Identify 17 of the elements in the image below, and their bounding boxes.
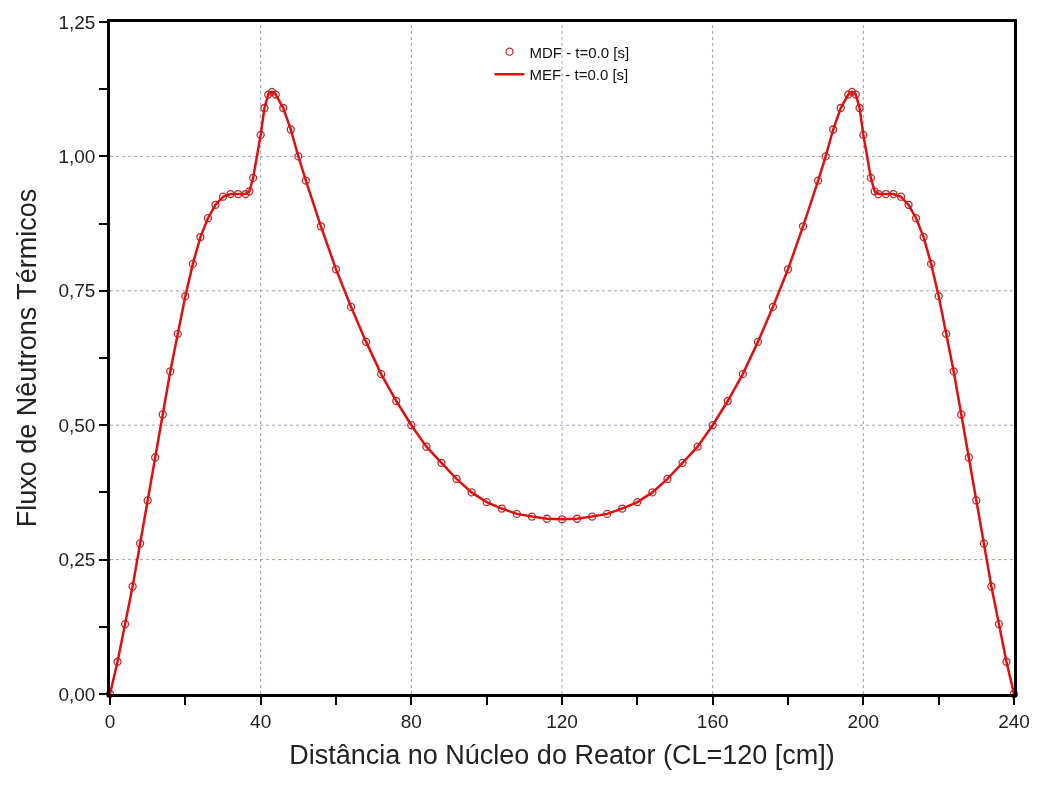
y-tick-label: 1,25 — [58, 11, 96, 33]
y-tick-label: 0,75 — [58, 280, 96, 302]
x-tick-label: 240 — [998, 710, 1030, 732]
x-tick-label: 160 — [696, 710, 729, 732]
x-tick-label: 40 — [250, 710, 272, 732]
y-tick-label: 0,00 — [58, 683, 96, 705]
legend-label: MEF - t=0.0 [s] — [529, 66, 629, 84]
x-axis-title: Distância no Núcleo do Reator (CL=120 [cm]) — [289, 739, 835, 770]
x-tick-label: 200 — [847, 710, 880, 732]
x-tick-label: 120 — [546, 710, 578, 732]
y-axis-title: Fluxo de Nêutrons Térmicos — [11, 188, 42, 528]
y-tick-label: 1,00 — [58, 146, 96, 168]
y-tick-label: 0,50 — [58, 414, 96, 436]
x-tick-label: 0 — [104, 710, 116, 732]
legend-label: MDF - t=0.0 [s] — [529, 43, 630, 61]
y-tick-label: 0,25 — [58, 549, 96, 571]
x-tick-label: 80 — [400, 710, 422, 732]
